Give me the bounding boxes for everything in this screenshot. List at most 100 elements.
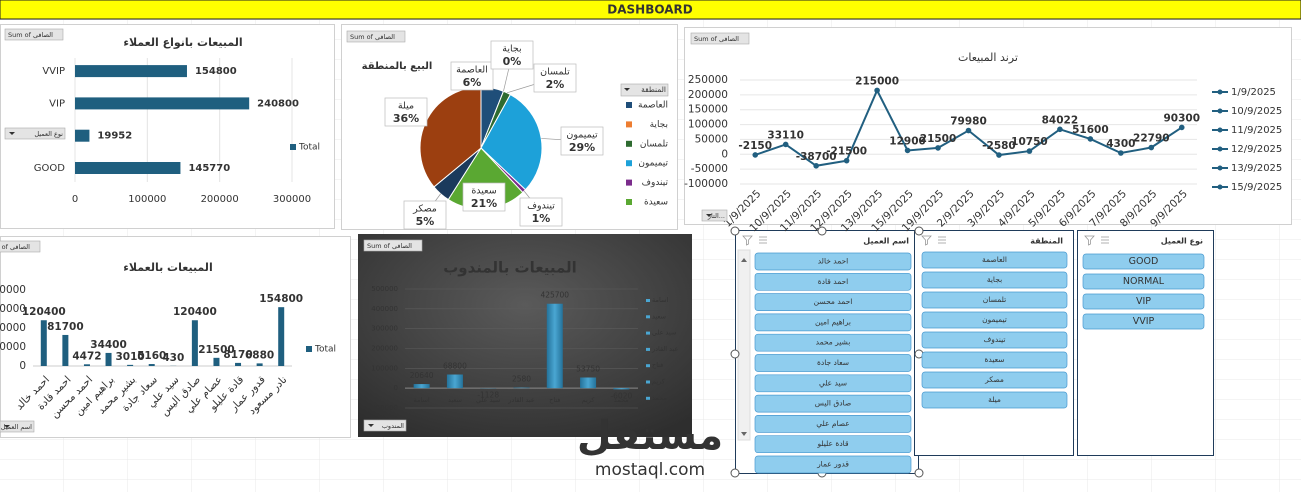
- slicer-title: اسم العميل: [863, 237, 909, 246]
- chart-title: البيع بالمنطقة: [362, 61, 433, 72]
- scroll-down[interactable]: [741, 432, 747, 436]
- bar: [75, 129, 90, 142]
- field-button[interactable]: [363, 239, 423, 252]
- scrollbar[interactable]: [737, 249, 751, 441]
- field-button[interactable]: [363, 419, 407, 432]
- y-tick-label: 200000: [688, 89, 728, 101]
- pie-slice: [480, 93, 543, 191]
- slicer-item[interactable]: [754, 415, 912, 433]
- bar: [105, 352, 112, 366]
- field-button[interactable]: [690, 32, 750, 45]
- y-tick-label: 250000: [688, 74, 728, 86]
- slicer-item[interactable]: [921, 251, 1068, 269]
- dropdown-arrow[interactable]: [624, 88, 630, 91]
- field-button[interactable]: [0, 240, 41, 253]
- data-label-name: بجاية: [502, 44, 521, 55]
- dropdown-arrow[interactable]: [706, 214, 712, 217]
- slicer-item[interactable]: [1082, 253, 1205, 270]
- y-tick-label: 50000: [695, 133, 728, 145]
- slicer-item[interactable]: [754, 354, 912, 372]
- multi-select-icon[interactable]: [938, 236, 946, 244]
- slicer-item[interactable]: [1082, 273, 1205, 290]
- data-label: 10750: [1011, 136, 1048, 148]
- data-label: 0%: [503, 55, 522, 68]
- panel: [684, 27, 1292, 225]
- clear-filter-icon[interactable]: [742, 235, 753, 246]
- slicer-item[interactable]: [754, 435, 912, 454]
- scroll-up[interactable]: [741, 258, 747, 262]
- slicer-item[interactable]: [1082, 293, 1205, 310]
- y-tick-label: 300000: [371, 325, 398, 333]
- slicer-item-label: سعيدة: [984, 355, 1004, 364]
- watermark-name: مستقل: [577, 413, 723, 459]
- slicer-item[interactable]: [921, 351, 1068, 369]
- x-tick-label: 0: [72, 194, 78, 205]
- legend-swatch: [626, 160, 632, 167]
- bar: [256, 363, 263, 366]
- field-button-label: Sum of الصافى: [0, 243, 30, 251]
- data-label: 240800: [257, 98, 299, 109]
- slicer-item[interactable]: [754, 333, 912, 352]
- multi-select-icon[interactable]: [1101, 236, 1109, 244]
- slicer-item-label: مصكر: [984, 375, 1004, 384]
- dropdown-arrow[interactable]: [368, 424, 374, 427]
- data-label-name: تيميمون: [566, 130, 598, 141]
- data-label: 6880: [245, 349, 274, 361]
- field-button-label: المندوب: [382, 422, 404, 430]
- slicer-item[interactable]: [921, 311, 1068, 329]
- legend-button[interactable]: [620, 83, 669, 97]
- field-button-label: Sum of الصافى: [694, 35, 739, 43]
- slicer-item[interactable]: [921, 291, 1068, 309]
- slicer-item-label: GOOD: [1129, 256, 1159, 267]
- slicer-item[interactable]: [921, 331, 1068, 349]
- label-box: [533, 63, 577, 93]
- slicer-item[interactable]: [754, 394, 912, 413]
- data-label: 120400: [22, 306, 66, 318]
- slicer-item-label: سعاد جادة: [817, 358, 849, 367]
- legend-title: المنطقة: [641, 85, 666, 94]
- slicer-item[interactable]: [921, 271, 1068, 289]
- clear-filter-icon[interactable]: [921, 235, 932, 246]
- slicer-item[interactable]: [754, 313, 912, 332]
- field-button-label: نوع العميل: [34, 130, 63, 138]
- slicer-item[interactable]: [754, 374, 912, 393]
- slicer-item[interactable]: [754, 455, 912, 474]
- data-label: 430: [162, 352, 184, 364]
- y-tick-label: 100000: [688, 119, 728, 131]
- field-button[interactable]: [701, 209, 728, 222]
- clear-filter-icon[interactable]: [1084, 235, 1095, 246]
- field-button[interactable]: [4, 28, 64, 41]
- legend-marker: [1217, 146, 1223, 152]
- slicer-item[interactable]: [1082, 313, 1205, 330]
- y-tick-label: GOOD: [34, 163, 65, 174]
- slicer-item-label: تيندوف: [984, 335, 1006, 344]
- data-label: 19952: [97, 131, 132, 142]
- bar: [613, 388, 630, 390]
- field-button-label: Sum of الصافى: [367, 242, 412, 250]
- marker: [935, 145, 941, 151]
- slicer-item[interactable]: [921, 371, 1068, 389]
- slicer-item[interactable]: [754, 293, 912, 311]
- data-label-name: مصكر: [412, 204, 437, 215]
- legend-swatch: [306, 346, 312, 352]
- data-label: 215000: [855, 75, 899, 87]
- data-label: 2580: [512, 375, 531, 384]
- legend-swatch: [646, 331, 650, 335]
- bar: [40, 320, 47, 366]
- field-button[interactable]: [0, 420, 35, 433]
- data-label: 53750: [576, 365, 600, 374]
- marker: [1026, 148, 1033, 154]
- data-label: -6020: [610, 391, 632, 400]
- marker: [1118, 150, 1124, 156]
- slicer-item[interactable]: [754, 272, 912, 291]
- slicer-item[interactable]: [921, 391, 1068, 409]
- multi-select-icon[interactable]: [759, 236, 767, 244]
- dropdown-arrow[interactable]: [9, 132, 15, 135]
- y-tick-label: 400000: [371, 305, 398, 313]
- field-button[interactable]: [346, 30, 406, 43]
- slicer-item[interactable]: [754, 252, 912, 271]
- dropdown-arrow[interactable]: [4, 425, 10, 428]
- x-tick-label: 200000: [201, 194, 239, 205]
- field-button[interactable]: [4, 127, 66, 140]
